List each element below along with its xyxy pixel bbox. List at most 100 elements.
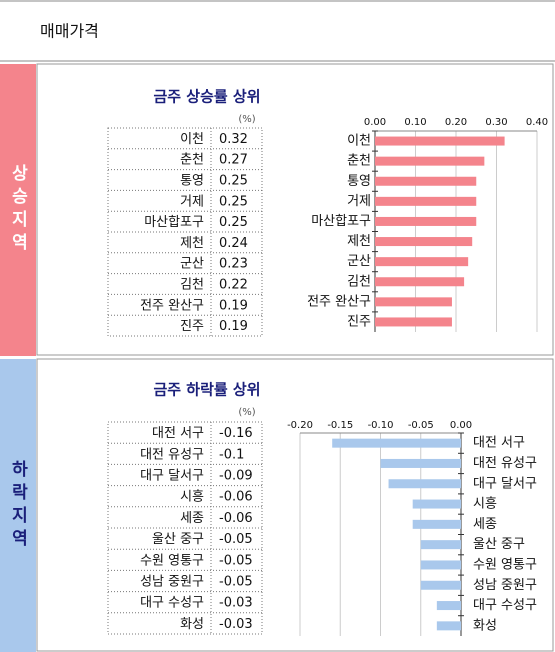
category-label: 군산: [347, 254, 371, 269]
table-region: 울산 중구: [152, 532, 204, 547]
table-value: 0.25: [219, 194, 248, 209]
table-value: 0.19: [219, 319, 248, 334]
table-region: 대구 달서구: [140, 469, 204, 484]
category-label: 춘천: [347, 154, 371, 169]
table-region: 수원 영통구: [140, 553, 204, 568]
x-tick-label: 0.00: [450, 420, 472, 431]
category-label: 대구 달서구: [473, 476, 537, 491]
section-label: 하락지역: [7, 459, 28, 552]
section-band: 상승지역: [0, 64, 36, 356]
section-frame: [36, 358, 554, 652]
category-label: 거제: [347, 194, 371, 209]
category-label: 제천: [347, 234, 371, 249]
table-region: 통영: [180, 174, 204, 189]
bar: [375, 277, 465, 287]
bar: [375, 297, 452, 307]
category-label: 전주 완산구: [307, 294, 371, 309]
bar: [412, 519, 461, 529]
table-value: -0.05: [219, 575, 253, 590]
table-value: 0.32: [219, 132, 248, 147]
table-region: 시흥: [180, 490, 204, 505]
category-label: 대전 유성구: [473, 456, 537, 471]
category-label: 통영: [347, 174, 371, 189]
section-frame: [36, 63, 554, 356]
section-title: 금주 상승률 상위: [153, 88, 260, 106]
x-tick-label: 0.00: [364, 117, 386, 128]
bar: [380, 458, 461, 468]
x-tick-label: 0.30: [485, 117, 507, 128]
category-label: 세종: [473, 517, 497, 532]
bar: [375, 216, 477, 226]
table-region: 대구 수성구: [140, 596, 204, 611]
table-value: 0.22: [219, 278, 248, 293]
x-tick-label: -0.05: [408, 420, 434, 431]
bar: [436, 601, 461, 611]
table-region: 대전 유성구: [140, 447, 204, 462]
x-tick-label: 0.20: [445, 117, 467, 128]
table-region: 세종: [180, 511, 204, 526]
category-label: 김천: [347, 274, 371, 289]
category-label: 시흥: [473, 497, 497, 512]
table-region: 거제: [180, 194, 204, 209]
table-region: 전주 완산구: [140, 298, 204, 313]
table-value: -0.05: [219, 532, 253, 547]
table-region: 진주: [180, 319, 204, 334]
table-value: -0.03: [219, 596, 253, 611]
table-value: 0.24: [219, 236, 248, 251]
table-region: 춘천: [180, 153, 204, 168]
table-region: 성남 중원구: [140, 575, 204, 590]
table-value: -0.03: [219, 617, 253, 632]
table-value: 0.19: [219, 298, 248, 313]
bar: [375, 156, 485, 166]
unit-label: (%): [238, 407, 255, 418]
section-title: 금주 하락률 상위: [153, 381, 260, 399]
bar: [436, 621, 461, 631]
table-value: -0.05: [219, 553, 253, 568]
unit-label: (%): [238, 114, 255, 125]
category-label: 수원 영통구: [473, 557, 537, 572]
table-region: 대전 서구: [152, 426, 204, 441]
table-region: 마산합포구: [144, 215, 204, 230]
header-title: 매매가격: [40, 22, 99, 41]
table-value: 0.27: [219, 153, 248, 168]
bar: [375, 136, 505, 146]
bar: [420, 580, 461, 590]
table-value: 0.23: [219, 257, 248, 272]
category-label: 성남 중원구: [473, 578, 537, 593]
bar: [412, 499, 461, 509]
bar: [375, 317, 452, 327]
table-region: 이천: [180, 132, 204, 147]
section-band: 하락지역: [0, 359, 36, 652]
bar: [420, 540, 461, 550]
bar: [332, 438, 461, 448]
table-value: -0.1: [219, 447, 244, 462]
bar: [420, 560, 461, 570]
bar: [375, 237, 473, 247]
category-label: 진주: [347, 314, 371, 329]
category-label: 마산합포구: [311, 214, 371, 229]
bar: [375, 176, 477, 186]
category-label: 대전 서구: [473, 436, 525, 451]
x-tick-label: 0.40: [526, 117, 548, 128]
table-value: -0.16: [219, 426, 253, 441]
table-value: -0.06: [219, 511, 253, 526]
table-value: -0.09: [219, 469, 253, 484]
table-region: 김천: [180, 278, 204, 293]
table-region: 군산: [180, 257, 204, 272]
bar: [375, 257, 469, 267]
category-label: 울산 중구: [473, 537, 525, 552]
table-region: 화성: [180, 617, 204, 632]
bar: [375, 196, 477, 206]
table-value: 0.25: [219, 174, 248, 189]
x-tick-label: -0.20: [287, 420, 313, 431]
bar: [388, 479, 461, 489]
category-label: 화성: [473, 618, 497, 633]
x-tick-label: -0.15: [327, 420, 353, 431]
table-value: -0.06: [219, 490, 253, 505]
category-label: 이천: [347, 134, 371, 149]
section-label: 상승지역: [7, 164, 28, 256]
table-value: 0.25: [219, 215, 248, 230]
category-label: 대구 수성구: [473, 598, 537, 613]
